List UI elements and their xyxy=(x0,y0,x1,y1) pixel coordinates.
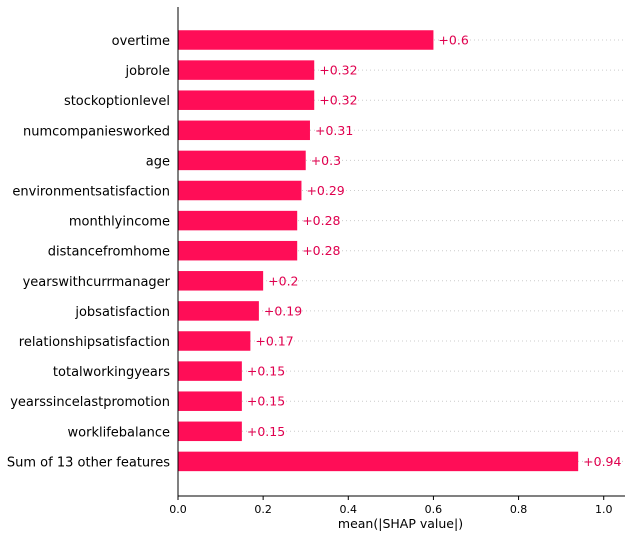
category-label: numcompaniesworked xyxy=(23,124,170,139)
bar-value-label: +0.28 xyxy=(302,213,340,228)
bar-value-label: +0.32 xyxy=(319,63,357,78)
x-tick-label: 0.8 xyxy=(510,503,528,516)
bars-group xyxy=(178,30,579,472)
category-label: worklifebalance xyxy=(68,425,170,440)
bar xyxy=(178,30,434,50)
category-label: jobrole xyxy=(125,64,170,79)
x-tick-label: 1.0 xyxy=(595,503,613,516)
category-label: stockoptionlevel xyxy=(64,94,170,109)
bar-value-label: +0.2 xyxy=(268,273,298,288)
bar-value-label: +0.28 xyxy=(302,243,340,258)
category-label: overtime xyxy=(112,34,170,49)
bar xyxy=(178,331,251,351)
bar-value-label: +0.19 xyxy=(264,303,302,318)
bar-value-label: +0.29 xyxy=(306,183,344,198)
category-labels-group: overtime jobrole stockoptionlevel numcompan… xyxy=(7,34,171,470)
category-label: monthlyincome xyxy=(69,215,170,230)
bar xyxy=(178,421,242,442)
bar-value-label: +0.94 xyxy=(583,454,621,469)
category-label: jobsatisfaction xyxy=(74,305,170,320)
bar xyxy=(178,391,242,411)
bar-value-label: +0.15 xyxy=(247,394,285,409)
bar xyxy=(178,120,310,141)
category-label: yearswithcurrmanager xyxy=(23,275,171,290)
bar xyxy=(178,271,264,291)
bar-value-label: +0.6 xyxy=(438,33,468,48)
category-label: Sum of 13 other features xyxy=(7,455,170,470)
x-tick-label: 0.4 xyxy=(340,503,358,516)
bar-value-label: +0.15 xyxy=(247,424,285,439)
row-guides xyxy=(178,39,625,462)
bar-value-label: +0.17 xyxy=(255,334,293,349)
bar xyxy=(178,210,298,231)
category-label: distancefromhome xyxy=(48,245,170,260)
bar xyxy=(178,90,315,110)
bar-value-label: +0.15 xyxy=(247,364,285,379)
category-label: yearssincelastpromotion xyxy=(10,395,170,410)
x-ticks-group: 0.0 0.2 0.4 0.6 0.8 1.0 xyxy=(169,496,612,516)
x-tick-label: 0.6 xyxy=(425,503,443,516)
bar xyxy=(178,240,298,261)
category-label: age xyxy=(146,154,170,169)
bar-value-label: +0.32 xyxy=(319,93,357,108)
bar xyxy=(178,150,306,171)
bar xyxy=(178,451,579,472)
x-tick-label: 0.0 xyxy=(169,503,187,516)
bar xyxy=(178,180,302,201)
bar xyxy=(178,60,315,80)
x-tick-label: 0.2 xyxy=(254,503,272,516)
bar xyxy=(178,301,259,321)
bar-value-label: +0.31 xyxy=(315,123,353,138)
x-axis-title: mean(|SHAP value|) xyxy=(338,516,463,531)
category-label: totalworkingyears xyxy=(53,365,170,380)
category-label: environmentsatisfaction xyxy=(12,185,170,200)
bar-value-label: +0.3 xyxy=(311,153,341,168)
bar xyxy=(178,361,242,381)
category-label: relationshipsatisfaction xyxy=(19,335,170,350)
value-labels-group: +0.6 +0.32 +0.32 +0.31 +0.3 +0.29 +0.28 +0.28 +0… xyxy=(247,33,622,469)
